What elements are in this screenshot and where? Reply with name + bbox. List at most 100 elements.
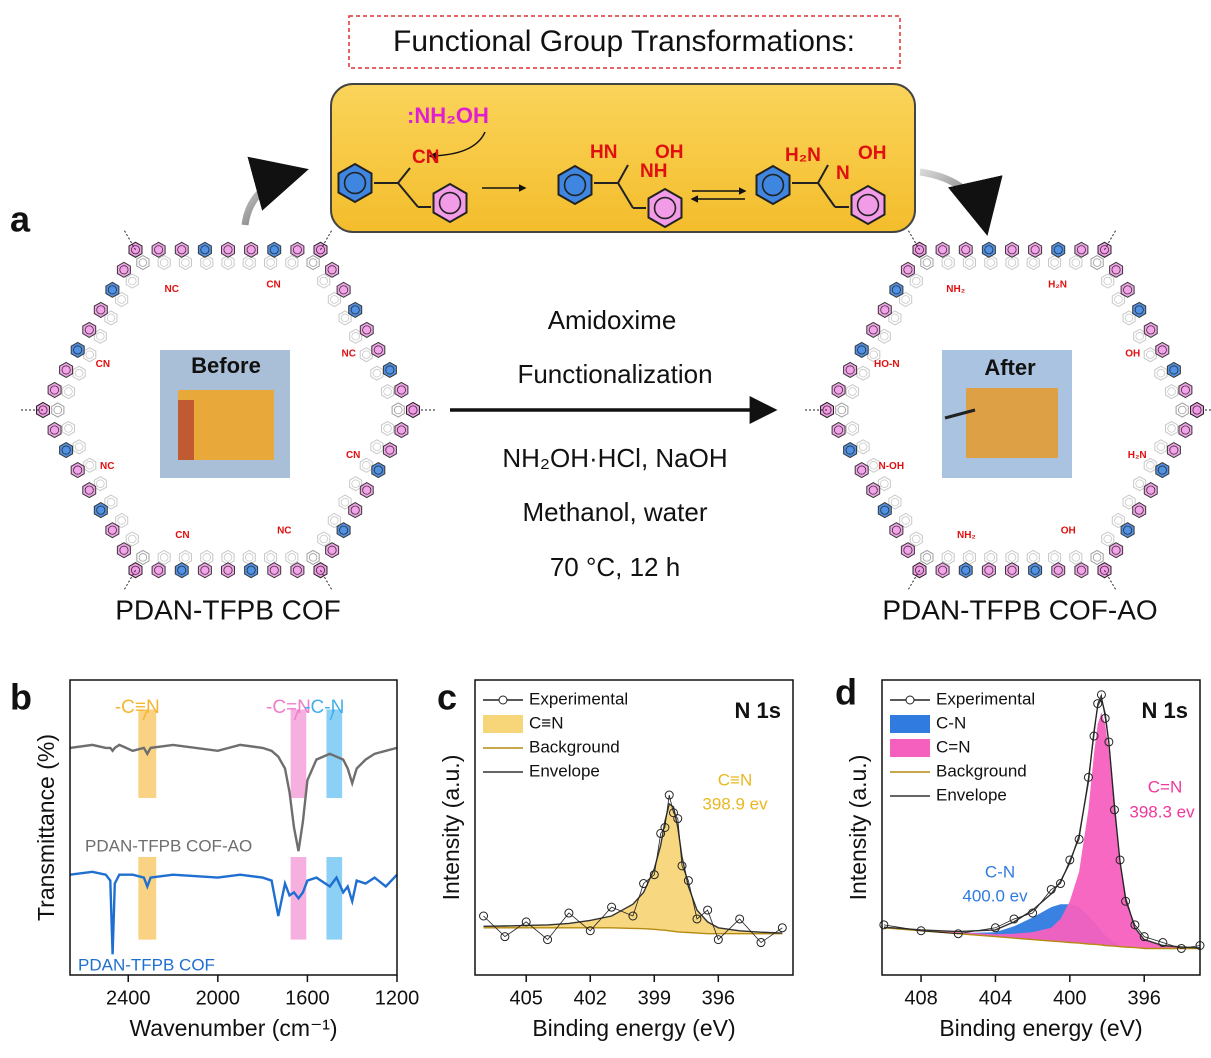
benzene-ring: [336, 281, 351, 298]
framework-label: NC: [164, 284, 178, 295]
ring-circle: [245, 553, 254, 562]
ring-circle: [223, 258, 233, 267]
benzene-ring: [856, 439, 870, 455]
ring-circle: [1099, 565, 1110, 575]
benzene-ring: [1069, 255, 1083, 271]
benzene-ring: [59, 361, 74, 378]
data-point: [677, 861, 687, 871]
ring-circle: [308, 258, 318, 267]
ring-circle: [61, 445, 71, 455]
ring-circle: [159, 553, 169, 562]
ring-circle: [1169, 445, 1179, 455]
benzene-ring: [381, 420, 395, 436]
benzene-ring: [200, 255, 214, 271]
benzene-ring: [72, 439, 86, 455]
data-line: [483, 794, 783, 944]
ring-circle: [351, 332, 360, 341]
benzene-ring: [381, 384, 395, 400]
ring-circle: [53, 405, 63, 415]
benzene-ring: [70, 462, 85, 479]
ring-circle: [891, 285, 901, 295]
ring-circle: [858, 368, 868, 378]
data-point: [777, 923, 787, 933]
benzene-ring: [432, 182, 468, 224]
benzene-ring: [325, 542, 340, 559]
ring-circle: [1103, 534, 1112, 544]
benzene-ring: [909, 531, 923, 547]
group-label: NH: [640, 161, 667, 182]
background-line: [483, 927, 783, 935]
benzene-ring: [1165, 420, 1179, 436]
ring-circle: [1092, 553, 1102, 562]
band-label: -C-N: [304, 697, 344, 718]
ring-circle: [138, 258, 148, 267]
ring-circle: [130, 565, 141, 575]
benzene-ring: [338, 494, 352, 510]
ring-circle: [938, 245, 948, 255]
data-point: [521, 917, 531, 927]
data-point: [673, 814, 683, 824]
benzene-ring: [306, 255, 320, 271]
benzene-ring: [325, 261, 340, 278]
panel-label: c: [437, 677, 457, 718]
ring-circle: [177, 565, 187, 575]
ring-circle: [159, 258, 169, 267]
benzene-ring: [850, 184, 886, 226]
material-name: PDAN-TFPB COF: [115, 594, 341, 625]
condition: Functionalization: [517, 359, 712, 389]
data-point: [953, 929, 963, 939]
ring-circle: [373, 465, 383, 475]
data-point: [1065, 855, 1075, 865]
legend-label: Envelope: [936, 785, 1007, 804]
ring-circle: [837, 405, 847, 415]
data-point: [1096, 690, 1106, 700]
ring-circle: [287, 258, 297, 267]
benzene-ring: [115, 512, 129, 529]
ring-circle: [1114, 295, 1123, 304]
data-point: [1176, 943, 1186, 953]
title: Functional Group Transformations:: [393, 25, 855, 58]
panel-label: d: [835, 672, 857, 713]
ring-circle: [922, 258, 932, 267]
data-point: [692, 914, 702, 924]
benzene-ring: [197, 562, 212, 579]
ring-circle: [901, 295, 910, 304]
ring-circle: [1123, 525, 1133, 535]
benzene-ring: [104, 494, 118, 510]
ring-circle: [890, 313, 900, 323]
ring-circle: [1071, 258, 1081, 267]
benzene-ring: [912, 241, 927, 258]
ring-circle: [373, 345, 383, 355]
ring-circle: [938, 565, 948, 575]
benzene-ring: [1090, 549, 1104, 565]
data-point: [735, 914, 745, 924]
benzene-ring: [242, 255, 256, 271]
ring-circle: [269, 245, 279, 255]
benzene-ring: [1143, 457, 1157, 473]
data-point: [664, 790, 674, 800]
data-point: [990, 923, 1000, 933]
line: [883, 696, 1201, 949]
data-point: [668, 808, 678, 818]
reagent: :NH₂OH: [407, 103, 489, 128]
ring-circle: [138, 258, 148, 267]
benzene-ring: [1111, 512, 1125, 529]
ring-circle: [330, 516, 339, 525]
ring-circle: [1050, 258, 1059, 267]
x-axis-label: Binding energy (eV): [939, 1015, 1142, 1041]
benzene-ring: [290, 562, 305, 579]
ring-circle: [96, 305, 106, 315]
ring-circle: [339, 525, 349, 535]
group-label: CN: [412, 147, 439, 168]
ring-circle: [181, 258, 190, 267]
ring-circle: [327, 545, 337, 555]
data-point: [1104, 737, 1114, 747]
bond: [397, 167, 411, 184]
ring-circle: [1092, 258, 1102, 267]
framework-label: OH: [1061, 525, 1076, 536]
benzene-ring: [93, 476, 107, 492]
ring-circle: [890, 497, 900, 507]
benzene-ring: [82, 482, 97, 499]
curved-arrow: [241, 156, 309, 226]
benzene-ring: [125, 531, 139, 547]
